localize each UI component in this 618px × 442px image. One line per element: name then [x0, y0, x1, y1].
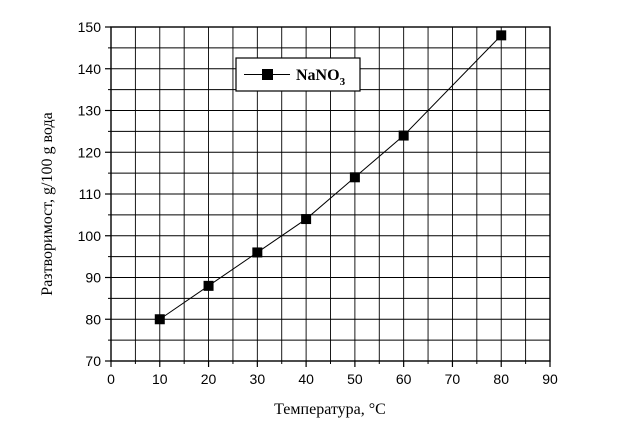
- data-point: [496, 30, 507, 41]
- y-tick-label: 80: [85, 311, 101, 327]
- x-tick-label: 60: [396, 371, 412, 387]
- x-tick-label: 80: [493, 371, 509, 387]
- x-axis-title: Температура, °С: [274, 401, 386, 418]
- series-nano3: [154, 30, 507, 325]
- y-tick-label: 150: [78, 19, 102, 35]
- y-tick-label: 100: [78, 228, 102, 244]
- data-point: [398, 130, 409, 141]
- x-tick-label: 30: [250, 371, 266, 387]
- y-axis-title: Разтворимост, g/100 g вода: [39, 112, 56, 295]
- x-tick-label: 20: [201, 371, 217, 387]
- y-tick-label: 70: [85, 353, 101, 369]
- legend-label-main: NaNO: [296, 67, 340, 84]
- legend-marker: [262, 69, 273, 80]
- x-tick-label: 10: [152, 371, 168, 387]
- data-point: [349, 172, 360, 183]
- x-tick-label: 40: [298, 371, 314, 387]
- legend-label: NaNO3: [296, 67, 346, 88]
- x-tick-label: 70: [445, 371, 461, 387]
- y-tick-label: 130: [78, 103, 102, 119]
- y-tick-label: 110: [79, 186, 102, 202]
- x-tick-label: 0: [107, 371, 115, 387]
- y-tick-label: 140: [78, 61, 102, 77]
- legend: NaNO3: [235, 57, 361, 92]
- data-point: [203, 280, 214, 291]
- data-point: [154, 314, 165, 325]
- x-axis-ticks: 0 10 20 30 40 50 60 70 80 90: [107, 361, 558, 387]
- x-tick-label: 50: [347, 371, 363, 387]
- y-tick-label: 90: [85, 270, 101, 286]
- legend-label-subscript: 3: [340, 76, 346, 88]
- y-axis-ticks: 70 80 90 100 110 120 130 140 150: [78, 19, 111, 369]
- data-point: [252, 247, 263, 258]
- x-tick-label: 90: [542, 371, 558, 387]
- data-point: [301, 214, 312, 225]
- y-tick-label: 120: [78, 144, 102, 160]
